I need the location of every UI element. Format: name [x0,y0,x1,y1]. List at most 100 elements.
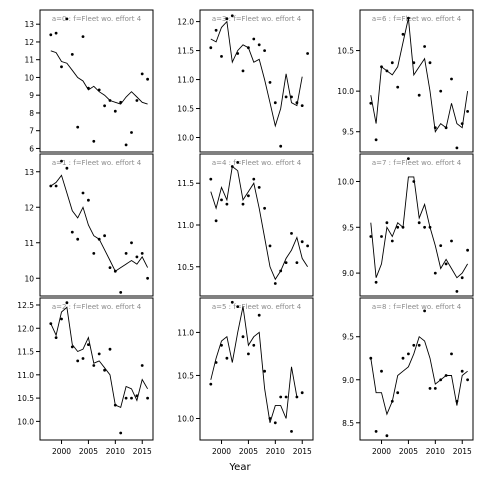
panels-group: a=0 : f=Fleet wo. effort 4678910111213a=… [17,9,474,456]
y-tick-label: 8.5 [342,419,354,428]
data-point [49,184,53,188]
data-point [412,343,416,347]
data-point [60,65,63,69]
data-point [257,313,261,317]
data-point [113,403,117,407]
data-point [380,369,383,373]
data-point [300,104,304,107]
data-point [81,35,85,38]
y-tick-label: 8 [29,109,34,118]
y-tick-label: 13 [24,168,34,177]
data-point [230,165,234,168]
panel-frame [39,297,154,441]
data-point [423,45,426,48]
data-point [279,269,283,273]
data-point [76,237,80,241]
y-tick-label: 10.0 [17,417,34,426]
data-point [284,95,288,99]
data-point [369,101,373,105]
data-point [87,198,90,202]
data-point [119,291,123,294]
x-tick-label: 2000 [372,447,391,456]
data-point [103,104,106,108]
panel-title: a=6 : f=Fleet wo. effort 4 [372,15,462,23]
data-point [412,61,416,65]
data-point [401,225,405,229]
data-point [108,347,112,351]
data-point [241,335,245,339]
data-point [460,369,464,373]
y-tick-label: 9 [29,91,34,100]
data-point [374,138,378,142]
panel: a=2 : f=Fleet wo. effort 4 10.0 10.5 11.0 11… [17,297,154,456]
data-point [428,225,432,229]
data-point [439,244,443,248]
data-point [390,239,394,243]
data-point [263,49,266,52]
data-point [450,77,453,81]
data-point [97,352,101,356]
data-point [263,369,266,373]
data-point [466,248,469,252]
data-point [401,32,405,36]
data-point [135,99,139,102]
fitted-line [50,50,148,105]
y-tick-label: 10.5 [17,394,34,403]
data-point [214,361,218,364]
data-point [140,72,144,76]
fitted-line [210,165,308,281]
data-point [290,232,293,235]
panel: a=0 : f=Fleet wo. effort 4 6 7 8 9 10 11 12 13 [24,9,154,153]
data-point [146,396,150,400]
y-tick-label: 9.5 [342,333,354,342]
data-point [380,235,383,238]
y-tick-label: 10.5 [177,105,194,114]
data-point [306,244,309,248]
panel: a=6 : f=Fleet wo. effort 4 9.5 10.0 10.5 [337,9,474,153]
data-point [295,101,299,105]
data-point [220,343,223,347]
data-point [268,81,272,84]
x-tick-label: 2015 [293,447,312,456]
x-tick-label: 2015 [133,447,152,456]
data-point [466,378,469,382]
data-point [97,88,101,92]
y-tick-label: 12 [24,38,34,47]
data-point [81,357,85,360]
data-point [444,262,448,266]
data-point [209,177,213,181]
data-point [81,191,85,195]
data-point [225,356,229,360]
data-point [407,352,410,356]
data-point [214,219,218,223]
data-point [290,430,293,433]
y-tick-label: 12.5 [17,301,34,310]
data-point [279,144,283,148]
y-tick-label: 11 [24,239,34,248]
panel: a=8 : f=Fleet wo. effort 4 8.5 9.0 9.5 2000 2… [342,297,474,456]
data-point [300,391,304,395]
data-point [70,53,74,56]
data-point [428,387,432,390]
data-point [49,33,53,37]
data-point [428,61,432,65]
data-point [460,276,464,280]
y-tick-label: 10.5 [177,263,194,272]
data-point [241,202,245,206]
data-point [241,69,245,73]
x-axis-label: Year [228,462,251,473]
data-point [423,225,426,229]
y-tick-label: 10 [24,274,34,283]
data-point [247,194,250,198]
y-tick-label: 11.5 [17,348,34,357]
x-tick-label: 2010 [426,447,445,456]
data-point [295,395,299,399]
data-point [220,55,223,58]
data-point [113,109,117,113]
data-point [290,95,293,99]
panel-title: a=7 : f=Fleet wo. effort 4 [372,159,462,167]
data-point [417,343,421,347]
y-tick-label: 11 [24,56,34,65]
data-point [396,391,400,395]
data-point [108,99,112,102]
